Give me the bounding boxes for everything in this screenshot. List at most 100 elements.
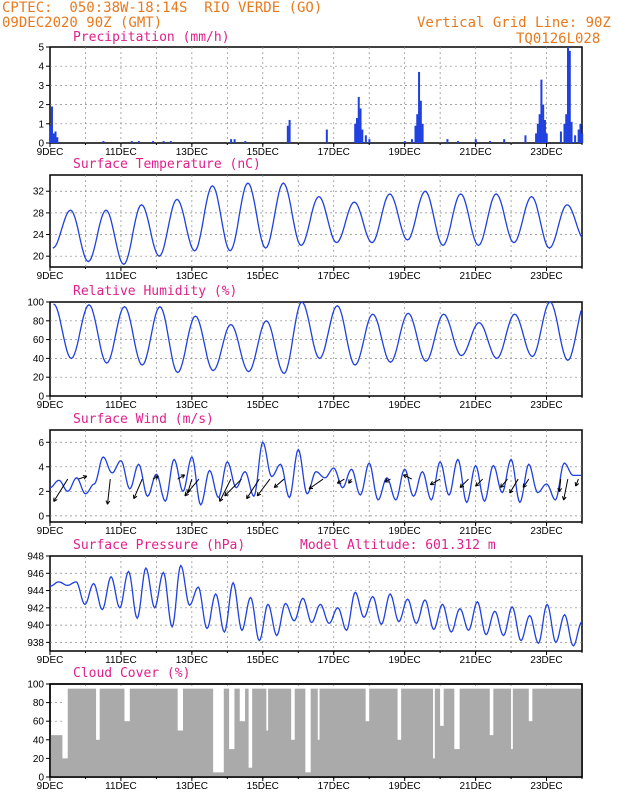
model-code: TQ0126L028: [516, 31, 601, 47]
x-tick-label: 11DEC: [105, 526, 137, 537]
wind-vector-head: [561, 496, 567, 501]
x-tick-label: 17DEC: [318, 147, 350, 158]
precip-bar: [503, 139, 506, 143]
wind-vector-head: [246, 494, 251, 500]
cloud-gap: [305, 688, 311, 773]
model-altitude: Model Altitude: 601.312 m: [300, 538, 496, 553]
wind-vector: [187, 478, 193, 494]
wind-vector-head: [557, 487, 563, 492]
cloud-gap: [489, 688, 494, 736]
x-tick-label: 23DEC: [530, 271, 562, 282]
cloud-gap: [317, 688, 320, 740]
precip-bar: [579, 123, 582, 143]
precip-bar: [542, 104, 545, 143]
wind-vector: [475, 478, 484, 487]
y-tick-label: 938: [27, 638, 44, 649]
cloud-fill: [66, 688, 582, 777]
precip-bar: [152, 141, 155, 143]
wind-vector: [78, 475, 87, 480]
wind-vector-head: [522, 483, 527, 488]
precip-bar: [410, 139, 413, 143]
wind-vector-head: [308, 485, 314, 490]
y-tick-label: 942: [27, 603, 44, 614]
x-tick-label: 13DEC: [176, 147, 208, 158]
y-tick-label: 24: [33, 230, 45, 241]
y-tick-label: 6: [38, 438, 44, 449]
precip-bar: [361, 129, 364, 143]
x-tick-label: 21DEC: [459, 271, 491, 282]
precip-bar: [54, 131, 57, 143]
x-tick-label: 17DEC: [318, 271, 350, 282]
wind-vector-head: [132, 494, 138, 500]
cloud-gap: [291, 688, 295, 740]
precip-bar: [130, 141, 133, 143]
x-tick-label: 15DEC: [247, 655, 279, 666]
x-tick-label: 19DEC: [389, 271, 421, 282]
x-tick-label: 13DEC: [176, 781, 208, 792]
precip-bar: [414, 125, 417, 143]
x-tick-label: 15DEC: [247, 781, 279, 792]
wind-vector: [133, 478, 143, 499]
station-header: CPTEC: 050:38W-18:14S RIO VERDE (GO): [2, 0, 323, 16]
wind-vector: [224, 478, 242, 497]
precip-bar: [355, 118, 358, 143]
precip-bar: [50, 106, 53, 143]
x-tick-label: 21DEC: [459, 781, 491, 792]
y-tick-label: 0: [38, 392, 44, 403]
x-tick-label: 17DEC: [318, 655, 350, 666]
cloud-gap: [229, 688, 235, 750]
x-tick-label: 13DEC: [176, 400, 208, 411]
x-tick-label: 23DEC: [530, 526, 562, 537]
precip-bar: [244, 141, 247, 143]
wind-vector-head: [459, 483, 465, 488]
wind-vector-head: [348, 479, 353, 484]
y-tick-label: 32: [33, 187, 45, 198]
precip-bar: [574, 135, 577, 143]
x-tick-label: 9DEC: [37, 400, 64, 411]
precip-bar: [568, 50, 571, 144]
vertical-grid-label: Vertical Grid Line: 90Z: [417, 15, 611, 31]
wind-vector: [246, 478, 260, 499]
wind-vector-head: [105, 500, 111, 505]
precip-bar: [421, 123, 424, 143]
precip-bar: [581, 133, 584, 143]
precip-bar: [540, 79, 543, 143]
precip-bar: [49, 125, 52, 143]
precip-bar: [354, 123, 357, 143]
wind-vector: [575, 478, 579, 487]
wind-vector-head: [219, 497, 224, 502]
x-tick-label: 11DEC: [105, 400, 137, 411]
cloud-gap: [454, 688, 460, 750]
precip-bar: [418, 71, 421, 143]
y-tick-label: 28: [33, 208, 45, 219]
x-tick-label: 9DEC: [37, 655, 64, 666]
precip-bar: [536, 123, 539, 143]
x-tick-label: 11DEC: [105, 781, 137, 792]
wind-vector: [308, 478, 324, 490]
precip-bar: [288, 119, 291, 143]
panel-title-5: Cloud Cover (%): [73, 666, 190, 681]
wind-vector-head: [402, 474, 408, 479]
wind-vector: [403, 474, 412, 480]
cloud-gap: [62, 688, 68, 759]
precip-bar: [364, 135, 367, 143]
wind-vector: [459, 478, 469, 488]
wind-vector-head: [154, 475, 159, 480]
precip-bar: [230, 139, 233, 143]
humidity-line: [53, 301, 582, 375]
wind-vector-head: [475, 482, 480, 487]
y-tick-label: 1: [38, 119, 44, 130]
wind-vector: [522, 478, 530, 488]
wind-vector: [106, 479, 111, 505]
precip-bar: [359, 108, 362, 143]
x-tick-label: 15DEC: [247, 147, 279, 158]
y-tick-label: 2: [38, 487, 44, 498]
wind-vector-head: [429, 480, 435, 486]
wind-vector-head: [256, 491, 262, 497]
precip-bar: [102, 141, 105, 143]
y-tick-label: 100: [27, 680, 44, 691]
wind-vector: [256, 478, 271, 497]
precip-bar: [416, 114, 419, 143]
cloud-gap: [213, 688, 224, 773]
panel-title-1: Surface Temperature (nC): [73, 157, 261, 172]
